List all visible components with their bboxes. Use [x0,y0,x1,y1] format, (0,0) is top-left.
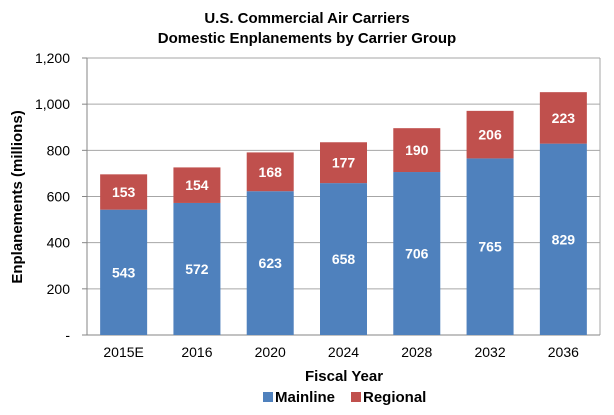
y-tick-label: 200 [47,281,71,297]
data-label-mainline: 543 [112,264,136,280]
bar-regional [100,174,148,210]
bar-regional [539,92,587,144]
legend-swatch-mainline [263,392,273,402]
x-axis-ticks: 2015E 2016 2020 2024 2028 2032 2036 [103,344,579,360]
data-label-mainline: 765 [478,239,502,255]
bar-regional [246,152,294,192]
bar-mainline [173,202,221,335]
data-label-mainline: 706 [405,246,429,262]
data-label-mainline: 829 [552,231,576,247]
x-tick-label: 2020 [255,344,286,360]
data-label-mainline: 572 [185,261,209,277]
bar-mainline [320,183,367,335]
legend: Mainline Regional [263,389,426,406]
bar-mainline [393,172,441,335]
y-tick-label: - [65,327,70,343]
legend-swatch-regional [351,392,361,402]
bar-regional [393,128,441,173]
data-label-regional: 177 [332,155,356,171]
x-axis-title: Fiscal Year [305,368,383,385]
y-axis-ticks: - 200 400 600 800 1,000 1,200 [35,50,87,343]
chart-title: U.S. Commercial Air Carriers Domestic En… [158,10,456,47]
x-tick-label: 2028 [401,344,432,360]
y-tick-label: 1,000 [35,96,70,112]
legend-label-regional: Regional [363,389,426,406]
bar-mainline [100,209,148,335]
data-label-mainline: 658 [332,251,356,267]
chart-title-line-2: Domestic Enplanements by Carrier Group [158,30,456,47]
x-tick-label: 2024 [328,344,359,360]
legend-label-mainline: Mainline [275,389,335,406]
x-tick-label: 2032 [474,344,505,360]
data-label-regional: 154 [185,177,209,193]
chart-title-line-1: U.S. Commercial Air Carriers [204,10,409,27]
x-tick-label: 2016 [181,344,212,360]
x-tick-label: 2036 [548,344,579,360]
y-tick-label: 1,200 [35,50,70,66]
bar-regional [466,110,514,159]
bar-mainline [246,191,294,335]
data-label-regional: 190 [405,142,429,158]
bar-mainline [466,158,514,335]
data-label-regional: 223 [552,110,576,126]
data-label-mainline: 623 [259,255,283,271]
bar-regional [173,167,221,203]
data-label-regional: 206 [478,127,502,143]
data-label-regional: 168 [259,164,283,180]
data-label-regional: 153 [112,184,136,200]
y-axis-title: Enplanements (millions) [9,110,26,283]
y-tick-label: 600 [47,189,71,205]
bars: 543 153 572 154 623 168 658 177 706 190 765 206 829 2… [100,92,587,335]
bar-mainline [539,143,587,335]
bar-regional [320,142,367,184]
x-tick-label: 2015E [103,344,143,360]
y-tick-label: 400 [47,235,71,251]
y-tick-label: 800 [47,142,71,158]
